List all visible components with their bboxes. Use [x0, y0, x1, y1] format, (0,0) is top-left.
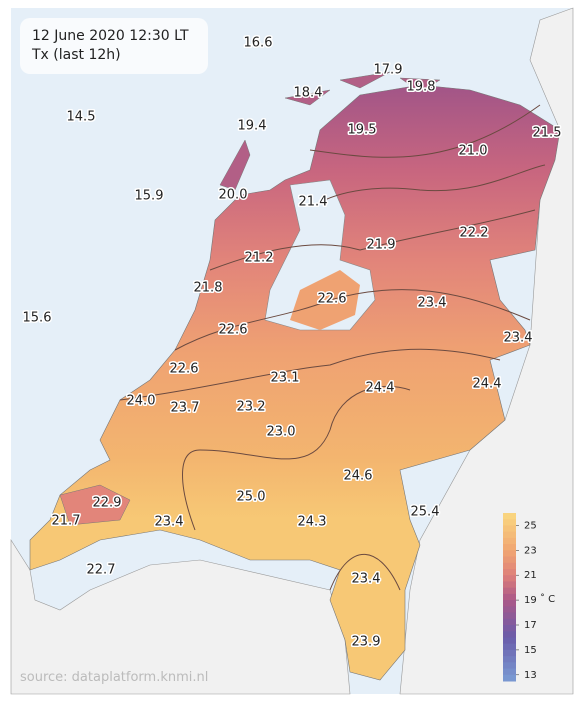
- colorbar-tick-label: 19: [524, 595, 537, 606]
- station-value: 22.9: [93, 496, 122, 511]
- colorbar-step: [503, 668, 516, 676]
- station-value: 22.6: [318, 292, 347, 307]
- colorbar-step: [503, 513, 516, 520]
- station-value: 23.4: [155, 515, 184, 530]
- station-value: 23.0: [267, 425, 296, 440]
- station-value: 21.7: [52, 514, 81, 529]
- colorbar-step: [503, 525, 516, 533]
- colorbar-step: [503, 637, 516, 645]
- station-value: 19.5: [348, 123, 377, 138]
- station-value: 22.2: [460, 226, 489, 241]
- colorbar-step: [503, 625, 516, 632]
- title-box: [20, 18, 208, 74]
- colorbar-step: [503, 550, 516, 558]
- colorbar-step: [503, 593, 516, 601]
- colorbar-tick-label: 23: [524, 545, 537, 556]
- station-value: 24.0: [127, 394, 156, 409]
- colorbar-tick-label: 13: [524, 670, 537, 681]
- flevoland: [290, 270, 360, 330]
- station-value: 21.5: [533, 126, 562, 141]
- colorbar-step: [503, 612, 516, 620]
- station-value: 21.0: [459, 144, 488, 159]
- station-value: 23.4: [352, 572, 381, 587]
- station-value: 25.4: [411, 505, 440, 520]
- station-value: 21.4: [299, 195, 328, 210]
- station-value: 24.4: [366, 381, 395, 396]
- station-value: 21.2: [245, 251, 274, 266]
- colorbar-step: [503, 537, 516, 545]
- station-value: 15.9: [135, 189, 164, 204]
- zeeland: [59, 484, 131, 526]
- station-value: 17.9: [374, 63, 403, 78]
- station-value: 19.8: [407, 80, 436, 95]
- colorbar-step: [503, 674, 516, 682]
- colorbar-step: [503, 575, 516, 582]
- station-value: 18.4: [294, 86, 323, 101]
- station-value: 25.0: [237, 490, 266, 505]
- subtitle: Tx (last 12h): [31, 47, 121, 63]
- netherlands: [29, 84, 561, 681]
- colorbar-tick-label: 21: [524, 570, 537, 581]
- colorbar-step: [503, 643, 516, 651]
- station-value: 23.2: [237, 400, 266, 415]
- station-value: 22.7: [87, 563, 116, 578]
- colorbar-tick-label: 15: [524, 645, 537, 656]
- station-value: 15.6: [23, 311, 52, 326]
- station-value: 23.9: [352, 635, 381, 650]
- isotherms: [119, 104, 546, 591]
- colorbar-step: [503, 556, 516, 564]
- colorbar-step: [503, 587, 516, 595]
- station-value: 23.1: [271, 371, 300, 386]
- colorbar-step: [503, 618, 516, 626]
- colorbar-step: [503, 649, 516, 657]
- colorbar-step: [503, 562, 516, 570]
- colorbar-step: [503, 662, 516, 670]
- station-value: 24.6: [344, 469, 373, 484]
- colorbar-unit: ˚ C: [540, 593, 555, 605]
- station-value: 23.7: [171, 401, 200, 416]
- station-value: 24.4: [473, 377, 502, 392]
- colorbar-step: [503, 606, 516, 614]
- colorbar-step: [503, 600, 516, 607]
- station-value: 22.6: [170, 362, 199, 377]
- station-value: 14.5: [67, 110, 96, 125]
- station-value: 19.4: [238, 119, 267, 134]
- station-value: 16.6: [244, 36, 273, 51]
- colorbar-step: [503, 544, 516, 551]
- station-value: 21.9: [367, 238, 396, 253]
- colorbar-step: [503, 569, 516, 576]
- station-value: 24.3: [298, 515, 327, 530]
- colorbar-tick-label: 25: [524, 520, 537, 531]
- station-value: 23.4: [504, 331, 533, 346]
- colorbar-step: [503, 531, 516, 539]
- station-value: 21.8: [194, 281, 223, 296]
- station-value: 20.0: [219, 188, 248, 203]
- colorbar-step: [503, 581, 516, 589]
- title: 12 June 2020 12:30 LT: [32, 28, 189, 44]
- source: source: dataplatform.knmi.nl: [20, 670, 208, 685]
- colorbar-step: [503, 656, 516, 663]
- colorbar-step: [503, 631, 516, 638]
- colorbar-step: [503, 519, 516, 526]
- colorbar-tick-label: 17: [524, 620, 537, 631]
- station-value: 23.4: [418, 296, 447, 311]
- islands: [219, 71, 441, 191]
- station-value: 22.6: [219, 323, 248, 338]
